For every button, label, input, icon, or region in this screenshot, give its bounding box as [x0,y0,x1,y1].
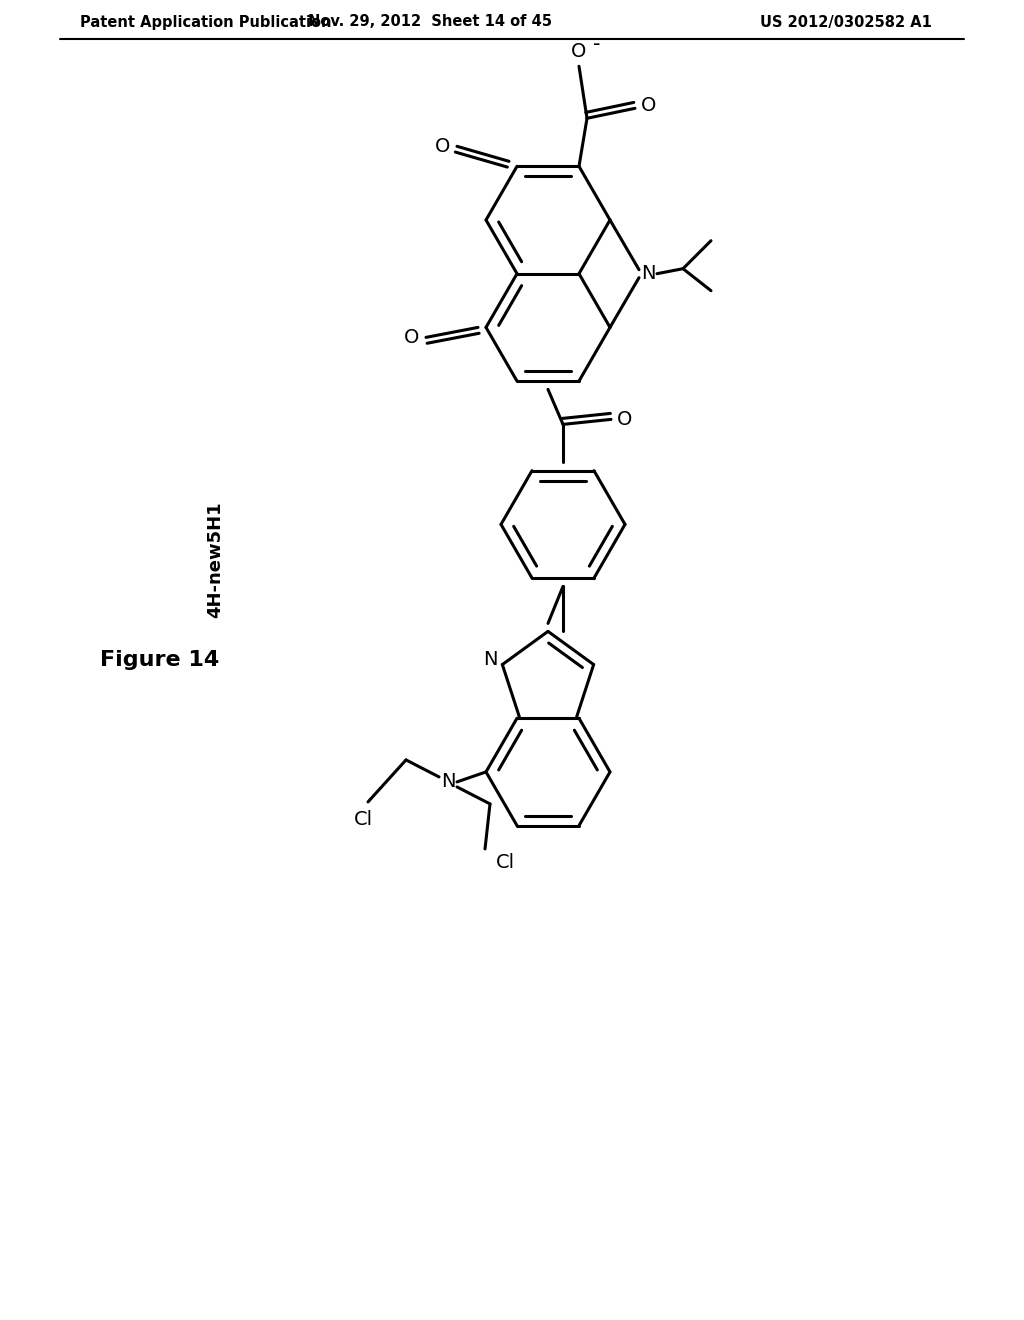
Text: O: O [617,411,633,429]
Text: -: - [593,34,601,54]
Text: N: N [440,772,456,792]
Text: O: O [404,327,420,347]
Text: 4H-new5H1: 4H-new5H1 [206,502,224,618]
Text: Cl: Cl [496,854,515,873]
Text: N: N [641,264,655,284]
Text: Cl: Cl [353,810,373,829]
Text: Figure 14: Figure 14 [100,649,219,671]
Text: O: O [435,137,451,156]
Text: Patent Application Publication: Patent Application Publication [80,15,332,29]
Text: N: N [483,649,498,669]
Text: US 2012/0302582 A1: US 2012/0302582 A1 [760,15,932,29]
Text: O: O [571,42,587,61]
Text: O: O [641,96,656,115]
Text: Nov. 29, 2012  Sheet 14 of 45: Nov. 29, 2012 Sheet 14 of 45 [308,15,552,29]
